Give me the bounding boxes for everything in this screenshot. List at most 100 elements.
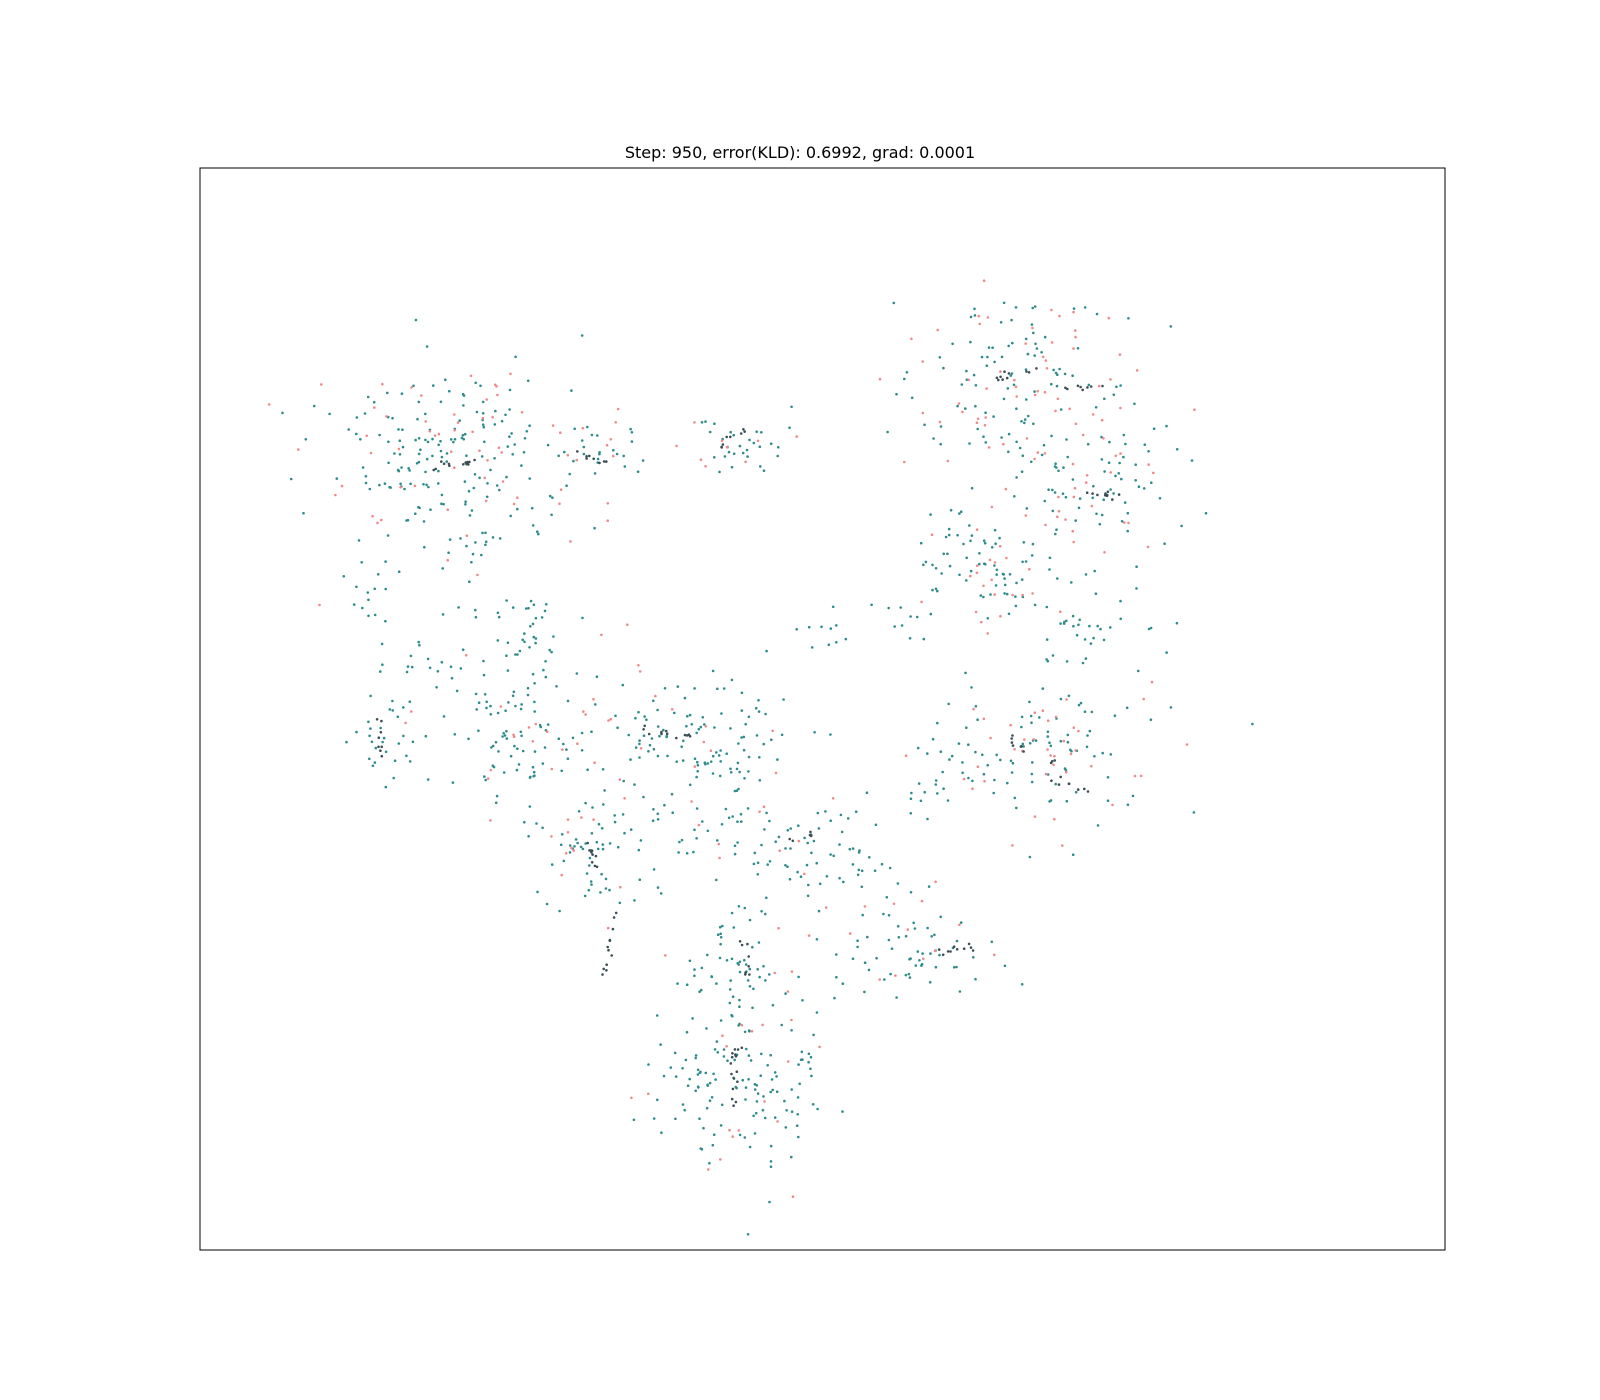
scatter-point xyxy=(532,603,536,607)
scatter-point xyxy=(1045,605,1049,609)
scatter-point xyxy=(916,746,920,750)
scatter-point xyxy=(1111,498,1114,501)
scatter-point xyxy=(708,1081,712,1085)
scatter-point xyxy=(1131,794,1135,798)
scatter-point xyxy=(755,430,758,434)
scatter-point xyxy=(982,595,985,599)
scatter-point xyxy=(467,737,470,741)
scatter-point xyxy=(997,378,1000,382)
scatter-point xyxy=(982,279,986,283)
scatter-point xyxy=(371,514,374,518)
scatter-point xyxy=(1024,368,1028,371)
scatter-point xyxy=(730,1055,734,1059)
scatter-point xyxy=(568,851,572,854)
scatter-point xyxy=(1081,661,1085,665)
scatter-point xyxy=(756,1092,760,1095)
scatter-point xyxy=(656,818,660,821)
scatter-point xyxy=(1083,638,1087,641)
scatter-point xyxy=(1137,485,1141,489)
scatter-point xyxy=(1073,486,1077,490)
scatter-point xyxy=(820,625,823,629)
scatter-point xyxy=(557,737,561,740)
scatter-point xyxy=(678,840,681,844)
scatter-point xyxy=(614,911,618,915)
scatter-point xyxy=(931,737,935,741)
scatter-point xyxy=(632,1118,636,1122)
scatter-point xyxy=(721,443,725,446)
scatter-point xyxy=(998,536,1001,540)
scatter-point xyxy=(1028,855,1032,859)
scatter-point xyxy=(922,637,926,641)
scatter-point xyxy=(818,1045,821,1049)
scatter-point xyxy=(384,619,387,623)
scatter-point xyxy=(741,1078,744,1082)
scatter-point xyxy=(1057,469,1060,473)
scatter-point xyxy=(566,757,570,760)
scatter-point xyxy=(1165,424,1168,428)
scatter-point xyxy=(1010,737,1013,740)
scatter-point xyxy=(1009,723,1012,727)
scatter-point xyxy=(894,974,897,977)
scatter-point xyxy=(769,1165,773,1168)
scatter-point xyxy=(366,395,370,399)
scatter-point xyxy=(796,870,799,874)
scatter-point xyxy=(938,420,942,424)
scatter-point xyxy=(602,967,605,971)
scatter-point xyxy=(1090,764,1093,768)
scatter-point xyxy=(909,797,913,800)
scatter-point xyxy=(984,411,987,415)
scatter-point xyxy=(939,915,942,919)
scatter-point xyxy=(803,836,806,840)
scatter-point xyxy=(1065,698,1068,701)
scatter-point xyxy=(696,760,699,764)
scatter-point xyxy=(724,807,728,811)
scatter-point xyxy=(1052,368,1055,372)
scatter-point xyxy=(1061,492,1065,496)
scatter-point xyxy=(939,750,943,753)
scatter-point xyxy=(643,715,646,718)
scatter-point xyxy=(742,428,745,431)
scatter-point xyxy=(417,505,420,509)
scatter-point xyxy=(700,1148,704,1151)
scatter-point xyxy=(799,1058,803,1062)
scatter-point xyxy=(1169,325,1173,328)
scatter-point xyxy=(974,750,977,754)
scatter-point xyxy=(465,454,468,458)
scatter-point xyxy=(652,747,656,751)
scatter-point xyxy=(733,1048,737,1051)
scatter-point xyxy=(1079,385,1082,389)
scatter-point xyxy=(595,865,599,869)
scatter-point xyxy=(708,1099,712,1102)
scatter-point xyxy=(1046,730,1050,734)
scatter-point xyxy=(825,875,829,878)
scatter-point xyxy=(699,725,703,729)
scatter-point xyxy=(1118,353,1122,356)
scatter-point xyxy=(521,638,524,642)
scatter-point xyxy=(582,445,586,449)
scatter-point xyxy=(1147,627,1151,631)
scatter-point xyxy=(738,998,741,1002)
scatter-point xyxy=(384,750,388,754)
scatter-point xyxy=(675,760,678,763)
scatter-point xyxy=(1133,402,1136,406)
scatter-point xyxy=(399,486,402,489)
scatter-point xyxy=(606,519,609,522)
scatter-point xyxy=(366,591,370,594)
scatter-point xyxy=(638,756,641,759)
scatter-point xyxy=(832,854,835,858)
scatter-point xyxy=(496,711,500,715)
scatter-point xyxy=(527,606,530,610)
scatter-point xyxy=(1012,383,1016,387)
scatter-point xyxy=(420,394,423,397)
scatter-point xyxy=(485,495,489,499)
scatter-point xyxy=(1085,491,1089,495)
scatter-point xyxy=(769,442,773,446)
scatter-point xyxy=(1011,844,1014,847)
scatter-point xyxy=(637,848,641,852)
scatter-point xyxy=(489,819,492,822)
scatter-point xyxy=(588,454,591,458)
scatter-point xyxy=(492,765,496,769)
scatter-point xyxy=(1052,763,1055,767)
scatter-point xyxy=(1059,622,1062,625)
scatter-point xyxy=(1072,347,1075,350)
